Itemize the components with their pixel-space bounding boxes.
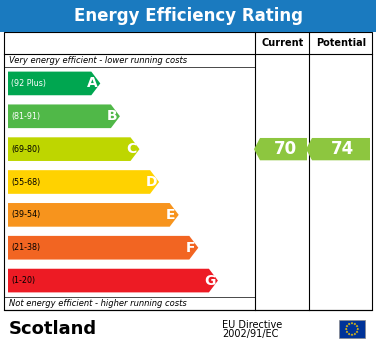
Text: (21-38): (21-38) xyxy=(11,243,40,252)
Text: 74: 74 xyxy=(331,140,355,158)
Text: (81-91): (81-91) xyxy=(11,112,40,121)
Bar xyxy=(4,32,372,310)
Text: (92 Plus): (92 Plus) xyxy=(11,79,46,88)
Polygon shape xyxy=(306,138,370,160)
Polygon shape xyxy=(348,323,350,325)
Text: B: B xyxy=(106,109,117,123)
Text: Current: Current xyxy=(261,38,304,48)
Polygon shape xyxy=(8,170,159,194)
Text: G: G xyxy=(204,274,215,287)
Text: A: A xyxy=(87,77,98,90)
Text: Not energy efficient - higher running costs: Not energy efficient - higher running co… xyxy=(9,299,187,308)
Polygon shape xyxy=(8,104,120,128)
Text: C: C xyxy=(126,142,136,156)
Polygon shape xyxy=(348,333,350,335)
Polygon shape xyxy=(350,334,353,336)
Text: 70: 70 xyxy=(274,140,297,158)
Text: E: E xyxy=(166,208,176,222)
Polygon shape xyxy=(8,203,179,227)
Text: EU Directive: EU Directive xyxy=(222,320,282,330)
Text: 2002/91/EC: 2002/91/EC xyxy=(222,329,278,339)
Polygon shape xyxy=(346,331,349,333)
Polygon shape xyxy=(350,322,353,325)
Polygon shape xyxy=(8,72,100,95)
Text: (1-20): (1-20) xyxy=(11,276,35,285)
Bar xyxy=(0,0,376,32)
Polygon shape xyxy=(8,137,139,161)
Polygon shape xyxy=(345,328,348,331)
Text: (69-80): (69-80) xyxy=(11,145,40,154)
Polygon shape xyxy=(356,325,358,327)
Polygon shape xyxy=(8,269,218,292)
Polygon shape xyxy=(353,323,356,325)
Polygon shape xyxy=(254,138,307,160)
Polygon shape xyxy=(8,236,198,260)
Text: Scotland: Scotland xyxy=(9,320,97,338)
Polygon shape xyxy=(356,331,358,333)
Text: (39-54): (39-54) xyxy=(11,210,40,219)
Bar xyxy=(339,320,365,338)
Text: (55-68): (55-68) xyxy=(11,177,40,187)
Polygon shape xyxy=(356,328,359,331)
Polygon shape xyxy=(353,333,356,335)
Text: Very energy efficient - lower running costs: Very energy efficient - lower running co… xyxy=(9,56,187,65)
Text: D: D xyxy=(146,175,157,189)
Polygon shape xyxy=(346,325,349,327)
Text: Potential: Potential xyxy=(316,38,366,48)
Text: F: F xyxy=(185,241,195,255)
Text: Energy Efficiency Rating: Energy Efficiency Rating xyxy=(73,7,303,25)
